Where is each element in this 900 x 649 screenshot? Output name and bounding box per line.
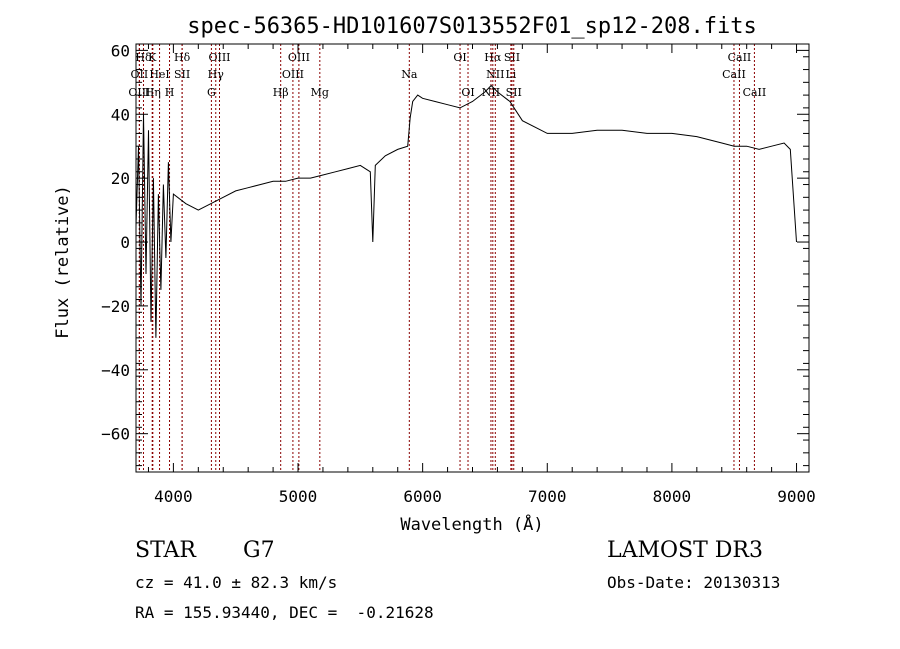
x-tick-label: 5000: [279, 487, 318, 506]
spectral-line-label: Hα: [484, 51, 502, 64]
x-axis-label: Wavelength (Å): [400, 513, 543, 535]
spectral-line-label: OI: [453, 51, 466, 64]
ra-dec: RA = 155.93440, DEC = -0.21628: [135, 603, 434, 622]
spectral-line-label: CaII: [743, 86, 767, 99]
y-axis-label: Flux (relative): [53, 185, 73, 339]
spectral-line-label: OIII: [128, 86, 150, 99]
x-tick-label: 9000: [777, 487, 816, 506]
survey-name: LAMOST DR3: [607, 538, 763, 563]
object-class: STAR: [135, 538, 196, 563]
spectral-line-label: H: [165, 86, 175, 99]
object-subclass: G7: [243, 538, 275, 563]
observation-date: Obs-Date: 20130313: [607, 573, 781, 592]
spectral-line-label: OI: [461, 86, 474, 99]
y-tick-label: −20: [101, 297, 130, 316]
spectrum-line: [135, 84, 797, 338]
y-tick-label: 40: [111, 105, 130, 124]
redshift-cz: cz = 41.0 ± 82.3 km/s: [135, 573, 338, 592]
spectral-line-label: OIII: [288, 51, 310, 64]
spectral-line-label: CaII: [728, 51, 752, 64]
spectral-line-label: Li: [505, 68, 516, 81]
x-tick-label: 4000: [154, 487, 193, 506]
spectral-line-label: SII: [506, 86, 522, 99]
spectral-line-label: Na: [401, 68, 418, 81]
spectral-line-label: OIII: [208, 51, 230, 64]
chart-title: spec-56365-HD101607S013552F01_sp12-208.f…: [187, 14, 757, 39]
spectral-line-label: SII: [174, 68, 190, 81]
spectral-line-label: OII: [131, 68, 149, 81]
spectral-line-label: SII: [504, 51, 520, 64]
x-tick-label: 7000: [528, 487, 567, 506]
y-tick-label: 60: [111, 41, 130, 60]
spectral-line-label: Mg: [311, 86, 329, 99]
x-tick-label: 6000: [403, 487, 442, 506]
spectral-line-label: Hγ: [208, 68, 225, 81]
spectrum-line-layer: [135, 84, 797, 338]
y-tick-label: −40: [101, 361, 130, 380]
spectral-line-label: CaII: [722, 68, 746, 81]
y-tick-label: −60: [101, 425, 130, 444]
spectral-line-label: Hη: [145, 86, 161, 99]
y-tick-label: 20: [111, 169, 130, 188]
spectral-line-label: NII: [486, 68, 504, 81]
x-tick-label: 8000: [653, 487, 692, 506]
spectral-line-label: G: [207, 86, 216, 99]
spectral-line-label: HeI: [149, 68, 169, 81]
spectral-line-label: Hβ: [273, 86, 289, 99]
axes: 4000 5000 6000 7000 8000 9000 −60 −40 −20 0 20 40 60: [101, 41, 816, 506]
y-tick-label: 0: [120, 233, 130, 252]
plot-frame: [135, 43, 810, 473]
spectral-line-label: OIII: [282, 68, 304, 81]
